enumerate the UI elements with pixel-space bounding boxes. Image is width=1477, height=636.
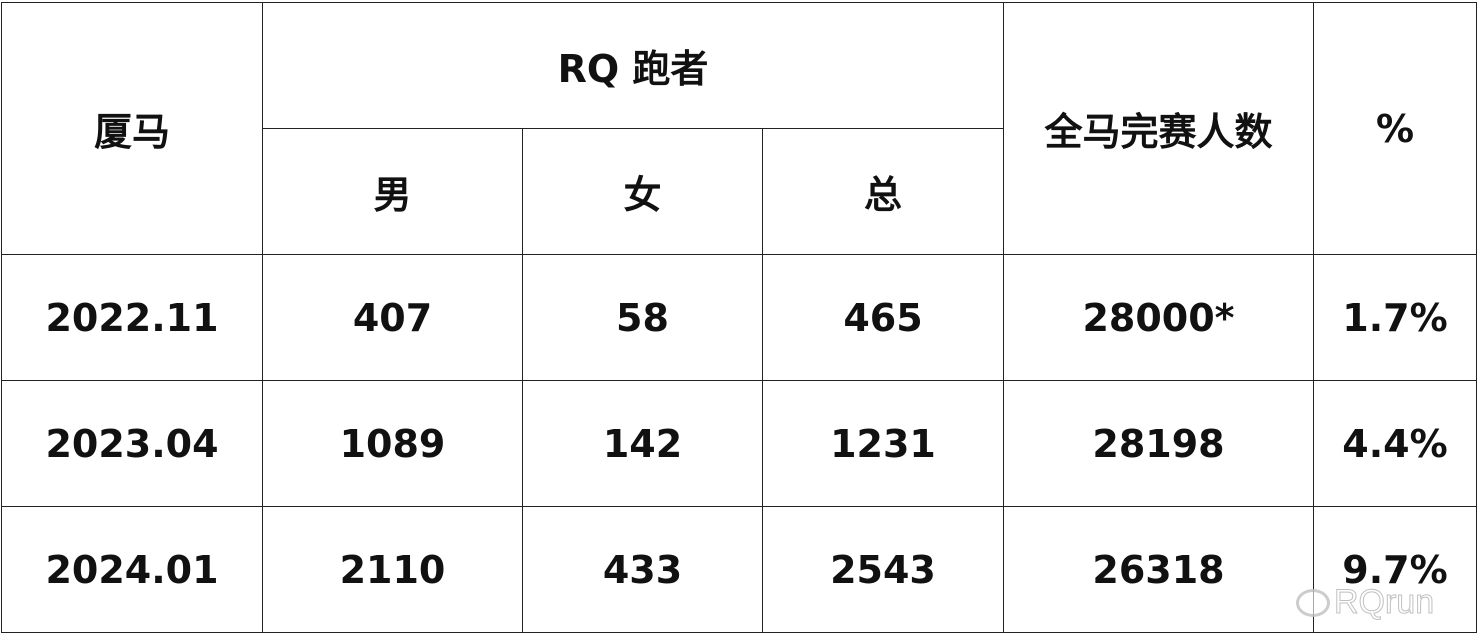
cell-date: 2022.11 bbox=[1, 254, 263, 381]
header-rq-group: RQ 跑者 bbox=[262, 2, 1004, 129]
cell-male: 1089 bbox=[262, 380, 523, 507]
cell-male: 2110 bbox=[262, 506, 523, 633]
cell-female: 58 bbox=[522, 254, 763, 381]
table-row: 2024.01 2110 433 2543 26318 9.7% bbox=[1, 506, 1477, 633]
cell-female: 433 bbox=[522, 506, 763, 633]
cell-total: 1231 bbox=[762, 380, 1004, 507]
cell-male: 407 bbox=[262, 254, 523, 381]
header-percent: % bbox=[1313, 2, 1477, 255]
cell-total: 2543 bbox=[762, 506, 1004, 633]
watermark: RQrun bbox=[1296, 583, 1435, 622]
table-row: 2022.11 407 58 465 28000* 1.7% bbox=[1, 254, 1477, 381]
header-total: 总 bbox=[762, 128, 1004, 255]
watermark-text: RQrun bbox=[1333, 583, 1435, 622]
cell-finishers: 28198 bbox=[1003, 380, 1314, 507]
cell-finishers: 28000* bbox=[1003, 254, 1314, 381]
table-row: 2023.04 1089 142 1231 28198 4.4% bbox=[1, 380, 1477, 507]
subheader-row: 男 女 总 bbox=[2, 128, 1477, 255]
header-finishers: 全马完赛人数 bbox=[1003, 2, 1314, 255]
cell-percent: 4.4% bbox=[1313, 380, 1477, 507]
cell-date: 2024.01 bbox=[1, 506, 263, 633]
header-male: 男 bbox=[262, 128, 523, 255]
weibo-icon bbox=[1296, 588, 1330, 617]
cell-finishers: 26318 bbox=[1003, 506, 1314, 633]
header-row: 厦马 RQ 跑者 全马完赛人数 % bbox=[1, 2, 1477, 255]
cell-date: 2023.04 bbox=[1, 380, 263, 507]
cell-total: 465 bbox=[762, 254, 1004, 381]
header-race: 厦马 bbox=[1, 2, 263, 255]
header-female: 女 bbox=[522, 128, 763, 255]
cell-percent: 1.7% bbox=[1313, 254, 1477, 381]
cell-female: 142 bbox=[522, 380, 763, 507]
cell-percent: 9.7% bbox=[1313, 506, 1477, 633]
